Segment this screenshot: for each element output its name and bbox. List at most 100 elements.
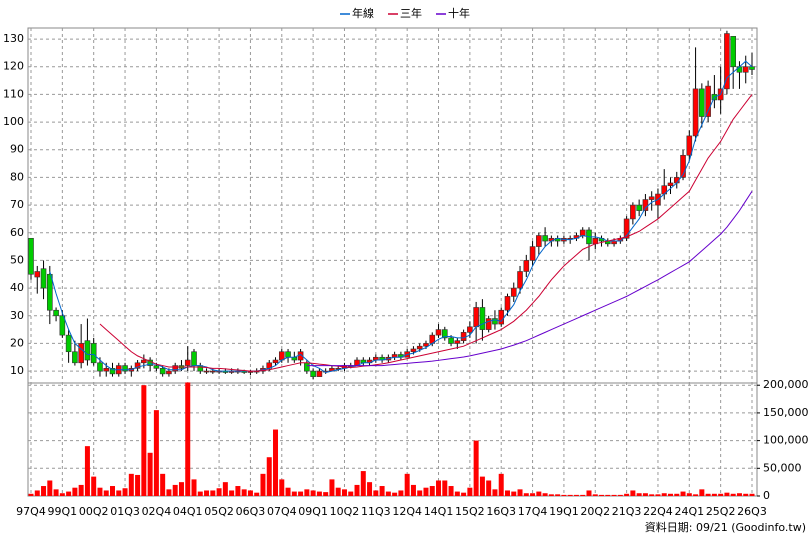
volume-bar xyxy=(686,493,692,496)
volume-bar xyxy=(222,482,228,496)
volume-bar xyxy=(448,486,454,496)
volume-bar xyxy=(197,491,203,496)
y-tick-label: 90 xyxy=(10,143,24,156)
candle-body xyxy=(159,368,166,375)
volume-bar xyxy=(429,486,435,496)
candle-body xyxy=(272,359,279,364)
candle-body xyxy=(705,85,711,117)
y2-tick-label: 50,000 xyxy=(763,461,802,474)
candle-body xyxy=(416,345,423,350)
candle-body xyxy=(210,370,216,373)
x-tick-label: 06Q3 xyxy=(236,505,266,518)
candle-body xyxy=(542,235,548,242)
volume-bar xyxy=(273,429,279,496)
volume-bar xyxy=(247,490,253,496)
candle-body xyxy=(454,340,461,344)
candle-body xyxy=(28,237,34,275)
x-tick-label: 11Q3 xyxy=(361,505,391,518)
candle-body xyxy=(529,246,536,261)
volume-bar xyxy=(34,490,40,496)
x-tick-label: 20Q2 xyxy=(580,505,610,518)
volume-bar xyxy=(291,491,297,496)
candle-body xyxy=(724,33,730,90)
volume-bar xyxy=(59,493,65,496)
x-tick-label: 01Q3 xyxy=(110,505,140,518)
volume-bar xyxy=(655,494,661,496)
volume-bar xyxy=(417,490,423,496)
candle-body xyxy=(310,370,316,377)
volume-bar xyxy=(436,480,442,496)
volume-bar xyxy=(191,479,197,496)
candle-body xyxy=(59,315,66,336)
volume-bar xyxy=(204,490,210,496)
volume-bar xyxy=(667,493,673,496)
y-tick-label: 80 xyxy=(10,170,24,183)
volume-bar xyxy=(53,489,59,496)
volume-bar xyxy=(147,452,153,496)
candle-body xyxy=(623,218,630,239)
x-tick-label: 97Q4 xyxy=(16,505,46,518)
volume-bar xyxy=(335,487,341,496)
volume-bar xyxy=(649,494,655,496)
volume-bar xyxy=(624,493,630,496)
volume-bar xyxy=(504,490,510,496)
candle-body xyxy=(97,362,103,372)
candle-body xyxy=(316,370,323,377)
volume-bar xyxy=(316,491,322,496)
volume-bar xyxy=(128,473,134,496)
candle-body xyxy=(304,362,310,372)
volume-bar xyxy=(298,491,304,496)
volume-bar xyxy=(172,484,178,496)
volume-bar xyxy=(630,490,636,496)
candle-body xyxy=(103,368,110,372)
candle-body xyxy=(203,370,210,373)
x-tick-label: 14Q1 xyxy=(424,505,454,518)
candle-body xyxy=(504,296,511,311)
y-tick-label: 120 xyxy=(3,60,24,73)
volume-bar xyxy=(461,492,467,496)
x-tick-label: 10Q2 xyxy=(330,505,360,518)
volume-bar xyxy=(398,490,404,496)
candle-body xyxy=(492,318,498,325)
x-tick-label: 21Q3 xyxy=(612,505,642,518)
volume-bar xyxy=(536,491,542,496)
candle-body xyxy=(53,309,59,317)
volume-bar xyxy=(210,490,216,496)
candle-body xyxy=(134,362,141,369)
candle-body xyxy=(536,235,542,247)
volume-bar xyxy=(185,382,191,496)
volume-bar xyxy=(442,480,448,496)
volume-bar xyxy=(454,491,460,496)
volume-bar xyxy=(749,493,755,496)
volume-bar xyxy=(116,490,122,496)
candle-body xyxy=(109,368,116,375)
volume-bar xyxy=(379,486,385,496)
volume-bar xyxy=(266,457,272,496)
y2-tick-label: 100,000 xyxy=(763,434,808,447)
legend-label: 三年 xyxy=(400,6,422,20)
candle-body xyxy=(166,370,172,375)
volume-bar xyxy=(479,476,485,496)
candle-body xyxy=(448,337,454,344)
candle-body xyxy=(736,66,743,73)
y-tick-label: 30 xyxy=(10,309,24,322)
volume-bar xyxy=(705,493,711,496)
x-tick-label: 07Q4 xyxy=(267,505,297,518)
candle-body xyxy=(410,348,417,353)
volume-bar xyxy=(718,493,724,496)
volume-bar xyxy=(617,494,623,496)
volume-bar xyxy=(473,440,479,496)
volume-bar xyxy=(517,489,523,496)
volume-bar xyxy=(498,473,504,496)
volume-bar xyxy=(699,489,705,496)
y-tick-label: 130 xyxy=(3,32,24,45)
candle-body xyxy=(460,332,467,341)
volume-bar xyxy=(567,494,573,496)
volume-bar xyxy=(592,494,598,496)
candle-body xyxy=(523,260,530,272)
y2-tick-label: 0 xyxy=(763,489,770,502)
volume-bar xyxy=(573,494,579,496)
volume-bar xyxy=(680,491,686,496)
plot-frame xyxy=(27,27,758,497)
